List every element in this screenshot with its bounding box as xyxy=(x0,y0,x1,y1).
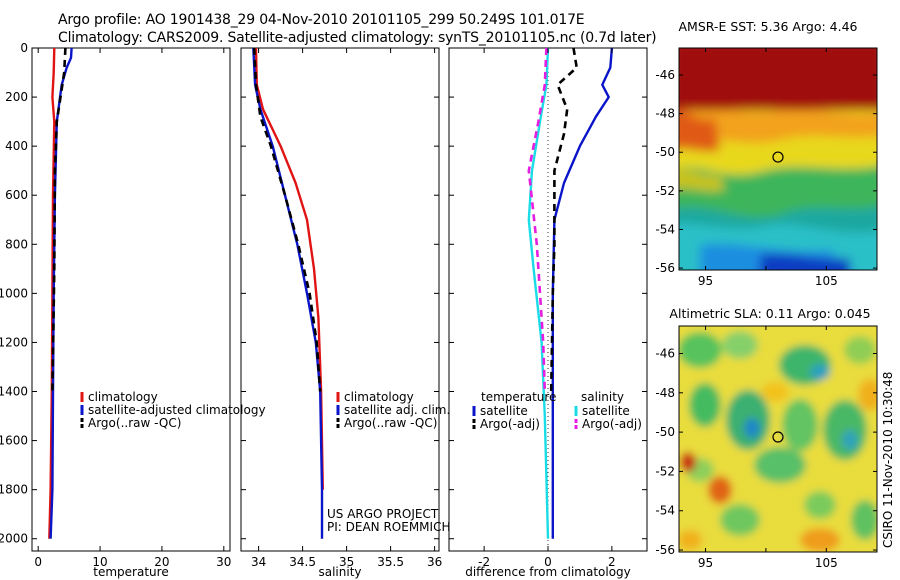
float-position-marker xyxy=(772,151,784,163)
y-tick-label: 1600 xyxy=(0,434,28,448)
temperature-panel: 0 10 20 30 temperature 0 200 400 600 800 1000 1200 1… xyxy=(0,41,266,579)
y-tick-label: 1800 xyxy=(0,483,28,497)
plot-frame xyxy=(31,47,231,552)
legend-label: satellite adj. clim. xyxy=(344,403,450,417)
series-line xyxy=(254,48,324,490)
series-group xyxy=(527,48,614,539)
series-line xyxy=(51,48,67,392)
y-tick-label: 0 xyxy=(20,41,28,55)
y-tick-label: -46 xyxy=(655,347,675,361)
y-tick-label: -54 xyxy=(655,222,675,236)
x-tick-label: 0 xyxy=(544,555,552,569)
timestamp-label: CSIRO 11-Nov-2010 10:30:48 xyxy=(881,372,895,548)
x-tick-label: 20 xyxy=(154,555,169,569)
x-axis-label: difference from climatology xyxy=(465,565,631,579)
x-tick-label: 35 xyxy=(339,555,354,569)
series-group xyxy=(48,48,73,539)
sla-map-title: Altimetric SLA: 0.11 Argo: 0.045 xyxy=(669,306,870,321)
legend-group-title: temperature xyxy=(481,390,556,404)
y-tick-label: -52 xyxy=(655,184,675,198)
y-tick-label: 1400 xyxy=(0,385,28,399)
legend-label: climatology xyxy=(88,390,158,404)
legend-label: climatology xyxy=(344,390,414,404)
x-tick-label: 36 xyxy=(427,555,442,569)
y-tick-label: -50 xyxy=(655,145,675,159)
y-tick-label: 600 xyxy=(5,188,28,202)
series-line xyxy=(551,48,614,539)
x-tick-label: 10 xyxy=(92,555,107,569)
plot-frame xyxy=(240,47,440,552)
y-tick-label: 200 xyxy=(5,90,28,104)
x-tick-label: 95 xyxy=(698,556,713,570)
project-annotation-line2: PI: DEAN ROEMMICH xyxy=(327,520,450,534)
y-tick-label: -56 xyxy=(655,543,675,557)
x-tick-label: 30 xyxy=(216,555,231,569)
legend-label: satellite xyxy=(480,404,528,418)
y-tick-label: 1200 xyxy=(0,335,28,349)
y-tick-label: -46 xyxy=(655,68,675,82)
x-tick-label: 2 xyxy=(608,555,616,569)
legend-label: Argo(..raw -QC) xyxy=(344,416,437,430)
x-tick-label: 35.5 xyxy=(377,555,404,569)
x-tick-label: 34.5 xyxy=(289,555,316,569)
figure-title-line1: Argo profile: AO 1901438_29 04-Nov-2010 … xyxy=(58,12,585,28)
sst-map-axis: 95 105 -46 -48 -50 -52 -54 -56 xyxy=(655,48,877,288)
sst-map-title: AMSR-E SST: 5.36 Argo: 4.46 xyxy=(678,19,857,34)
x-tick-label: 105 xyxy=(815,274,838,288)
x-tick-label: 95 xyxy=(698,274,713,288)
y-tick-label: 800 xyxy=(5,237,28,251)
sst-map: AMSR-E SST: 5.36 Argo: 4.46 95 105 -46 -48 -… xyxy=(655,19,878,288)
legend-label: Argo(-adj) xyxy=(480,417,540,431)
sla-map-axis: 95 105 -46 -48 -50 -52 -54 -56 xyxy=(655,326,877,570)
y-tick-label: 400 xyxy=(5,139,28,153)
series-group xyxy=(252,48,324,539)
series-line xyxy=(549,48,578,392)
series-line xyxy=(527,48,548,392)
legend-label: satellite-adjusted climatology xyxy=(88,403,266,417)
x-tick-label: 0 xyxy=(34,555,42,569)
x-tick-label: -2 xyxy=(478,555,490,569)
legend: temperaturesatelliteArgo(-adj)salinitysa… xyxy=(472,390,642,431)
series-line xyxy=(252,48,322,392)
y-tick-label: -48 xyxy=(655,386,675,400)
float-position-marker xyxy=(772,431,784,443)
salinity-panel: 34 34.5 35 35.5 36 salinity climatologysatelli… xyxy=(240,47,450,579)
y-tick-label: 2000 xyxy=(0,532,28,546)
project-annotation-line1: US ARGO PROJECT xyxy=(327,507,439,521)
legend-label: Argo(..raw -QC) xyxy=(88,416,181,430)
series-line xyxy=(527,48,550,539)
legend-label: Argo(-adj) xyxy=(582,417,642,431)
legend-label: satellite xyxy=(582,404,630,418)
x-tick-label: 34 xyxy=(251,555,266,569)
x-tick-label: 105 xyxy=(815,556,838,570)
y-tick-label: -52 xyxy=(655,464,675,478)
series-line xyxy=(48,48,56,539)
x-axis-label: salinity xyxy=(318,565,361,579)
legend-group-title: salinity xyxy=(581,390,624,404)
y-tick-label: -48 xyxy=(655,107,675,121)
series-line xyxy=(252,48,324,539)
y-tick-label: -54 xyxy=(655,504,675,518)
plot-frame xyxy=(448,47,648,552)
sla-map: Altimetric SLA: 0.11 Argo: 0.045 xyxy=(655,306,878,570)
x-axis-label: temperature xyxy=(93,565,168,579)
figure-title-line2: Climatology: CARS2009. Satellite-adjuste… xyxy=(58,30,657,46)
y-tick-label: -50 xyxy=(655,425,675,439)
y-tick-label: 1000 xyxy=(0,286,28,300)
y-tick-label: -56 xyxy=(655,261,675,275)
